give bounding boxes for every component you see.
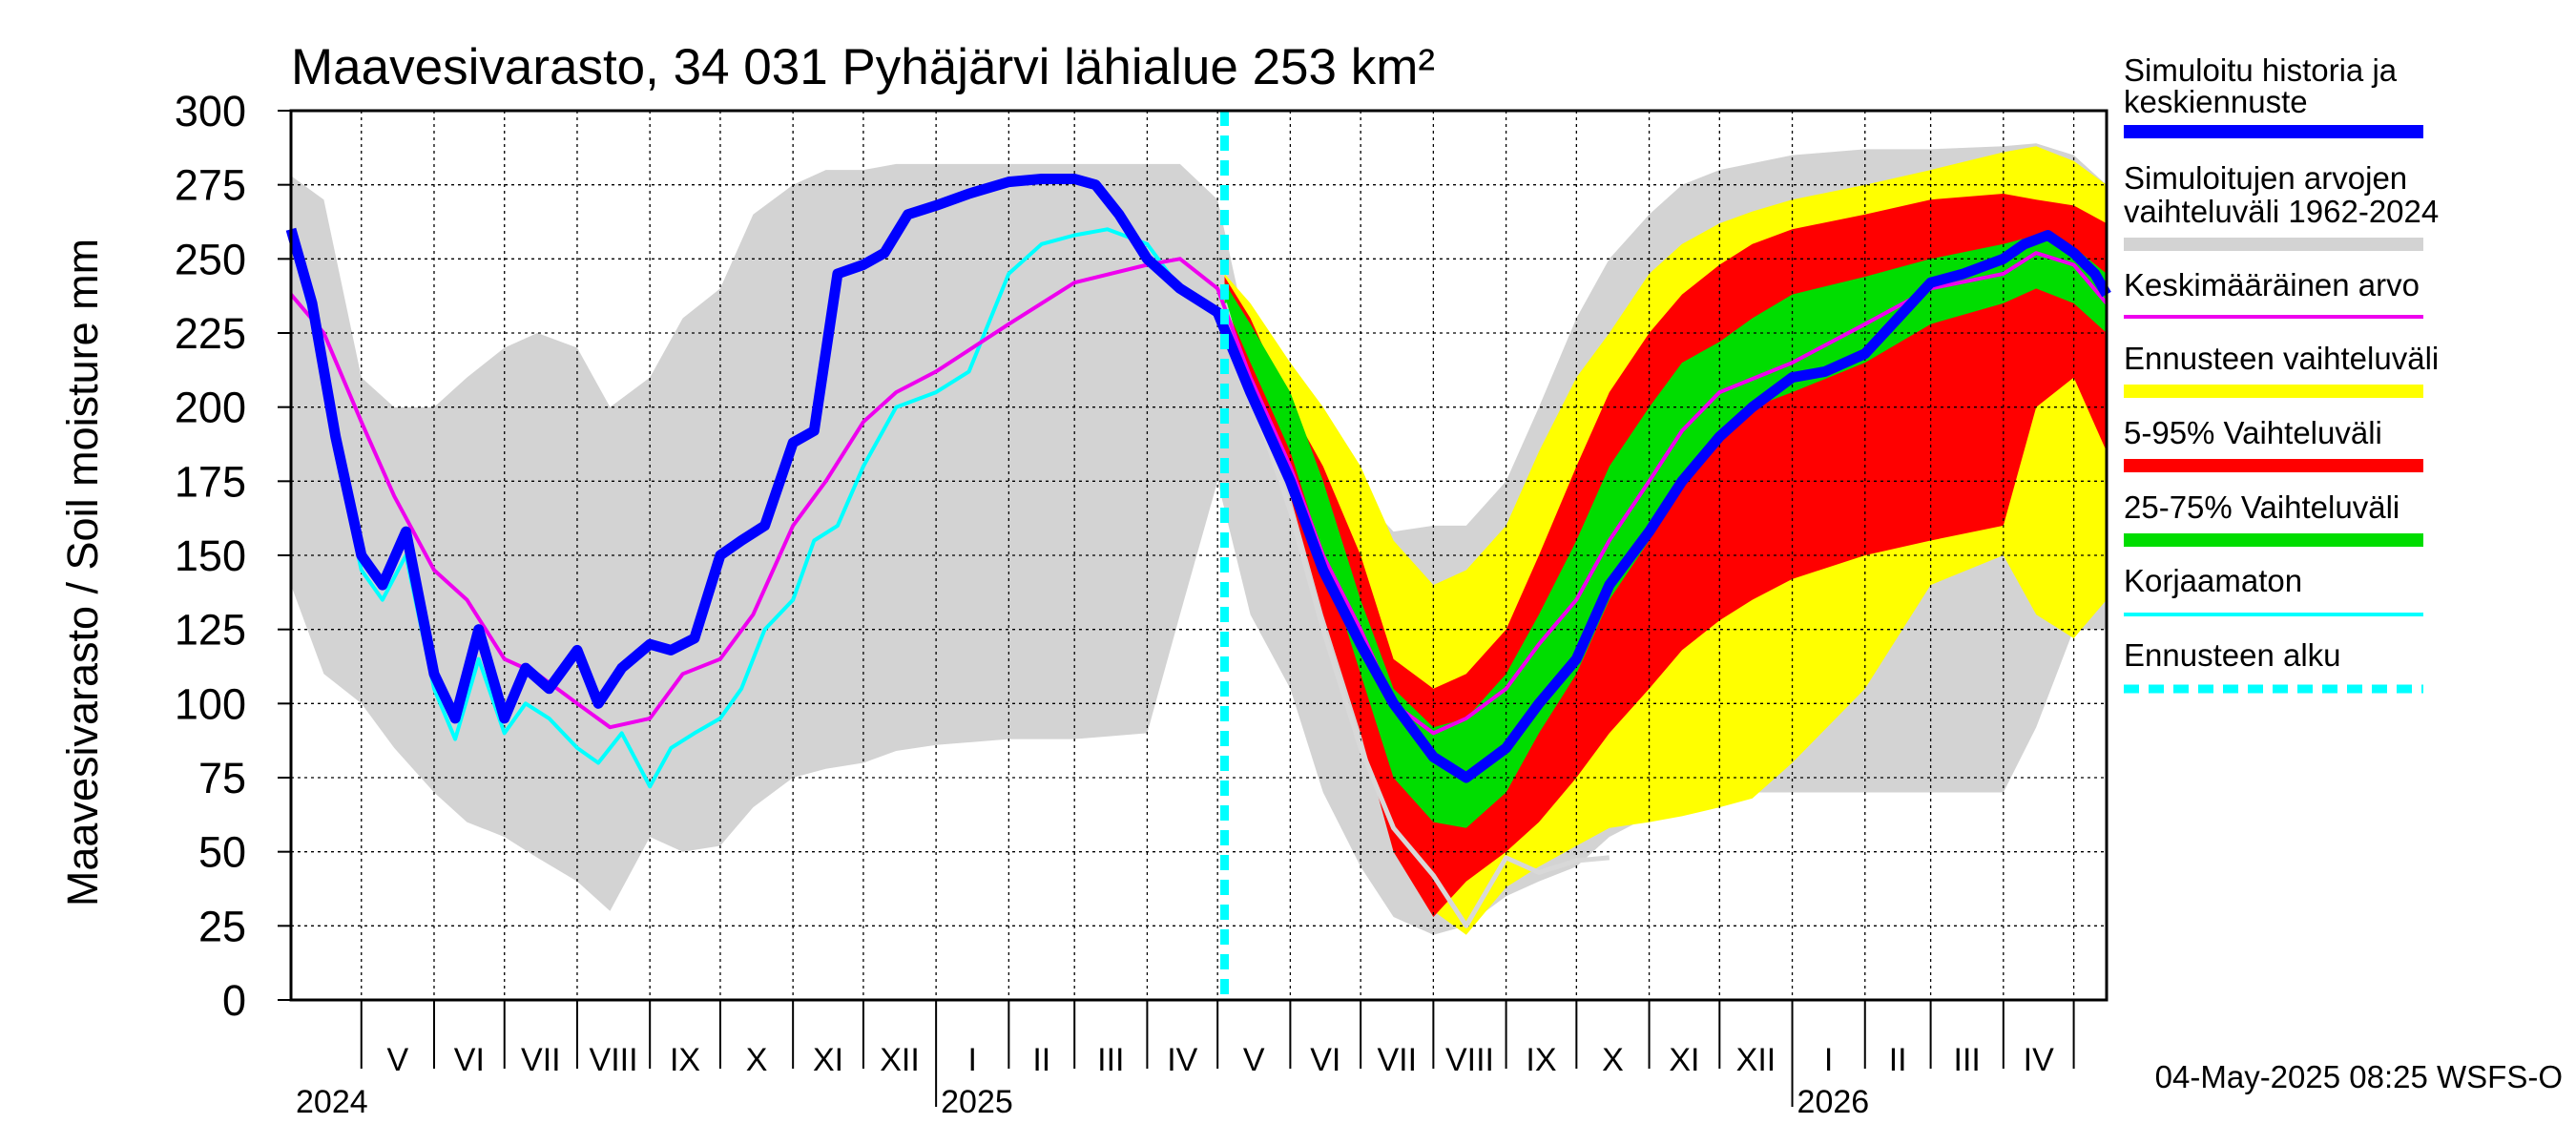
- y-axis-label: Maavesivarasto / Soil moisture mm: [58, 239, 107, 906]
- timestamp: 04-May-2025 08:25 WSFS-O: [2155, 1059, 2563, 1094]
- month-label: VII: [521, 1042, 561, 1078]
- simulated-line: [285, 174, 2111, 783]
- month-label: VI: [454, 1042, 485, 1078]
- y-tick-label: 75: [198, 754, 246, 802]
- year-label: 2026: [1797, 1084, 1870, 1120]
- legend-label-p5-95: 5-95% Vaihteluväli: [2124, 415, 2382, 450]
- month-label: I: [968, 1042, 977, 1078]
- month-label: XI: [1669, 1042, 1699, 1078]
- month-label: XI: [813, 1042, 843, 1078]
- y-tick-label: 50: [198, 828, 246, 877]
- y-tick-label: 225: [175, 309, 246, 358]
- month-label: II: [1032, 1042, 1050, 1078]
- y-tick-label: 275: [175, 161, 246, 210]
- y-tick-label: 250: [175, 235, 246, 283]
- month-label: VIII: [590, 1042, 638, 1078]
- y-tick-label: 125: [175, 606, 246, 655]
- x-axis: V VI VII VIII IX X XI XII I II III IV V VI VII VIII IX X X…: [296, 1000, 2075, 1120]
- month-label: VI: [1310, 1042, 1340, 1078]
- y-tick-label: 175: [175, 457, 246, 506]
- legend-label-hist-range: Simuloitujen arvojen vaihteluväli 1962-20…: [2124, 160, 2439, 229]
- month-label: XII: [880, 1042, 920, 1078]
- y-tick-label: 100: [175, 679, 246, 728]
- month-label: IX: [1526, 1042, 1556, 1078]
- plot-area: [285, 109, 2111, 1002]
- chart-title: Maavesivarasto, 34 031 Pyhäjärvi lähialu…: [291, 39, 1435, 95]
- month-label: IX: [670, 1042, 700, 1078]
- y-tick-label: 150: [175, 531, 246, 580]
- y-axis: 0 25 50 75 100 125 150 175 200 225 250 275 300: [175, 87, 291, 1025]
- legend-label-p25-75: 25-75% Vaihteluväli: [2124, 489, 2399, 525]
- month-label: VII: [1377, 1042, 1417, 1078]
- month-label: III: [1954, 1042, 1981, 1078]
- month-label: II: [1889, 1042, 1907, 1078]
- hist-min-line: [1222, 302, 1610, 928]
- month-label: X: [746, 1042, 768, 1078]
- month-label: VIII: [1445, 1042, 1494, 1078]
- y-tick-label: 25: [198, 902, 246, 950]
- year-label: 2024: [296, 1084, 368, 1120]
- legend-label-uncorrected: Korjaamaton: [2124, 563, 2302, 598]
- legend-label-mean: Keskimääräinen arvo: [2124, 267, 2420, 302]
- month-label: IV: [1167, 1042, 1197, 1078]
- month-label: IV: [2024, 1042, 2054, 1078]
- legend-label-forecast-range: Ennusteen vaihteluväli: [2124, 341, 2439, 376]
- month-label: III: [1097, 1042, 1124, 1078]
- year-label: 2025: [941, 1084, 1013, 1120]
- legend-label-forecast-start: Ennusteen alku: [2124, 637, 2341, 673]
- month-label: X: [1602, 1042, 1624, 1078]
- month-label: XII: [1736, 1042, 1776, 1078]
- legend: Simuloitu historia ja keskiennuste Simulo…: [2124, 52, 2439, 694]
- y-tick-label: 200: [175, 384, 246, 432]
- y-tick-label: 0: [222, 976, 246, 1025]
- y-tick-label: 300: [175, 87, 246, 135]
- p25-75-band: [1224, 235, 2107, 828]
- month-label: I: [1824, 1042, 1833, 1078]
- legend-label-simulated: Simuloitu historia ja keskiennuste: [2124, 52, 2398, 119]
- month-label: V: [387, 1042, 409, 1078]
- month-label: V: [1243, 1042, 1265, 1078]
